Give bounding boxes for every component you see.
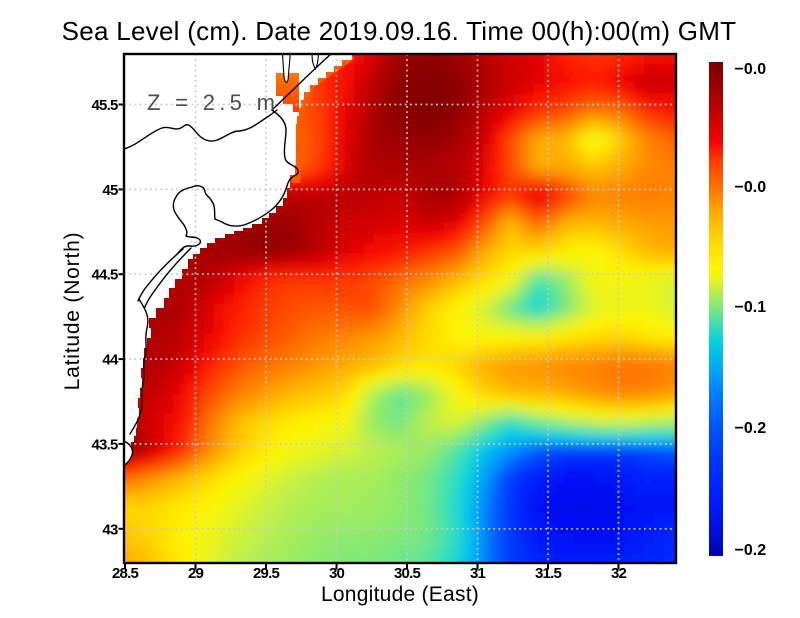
- svg-text:43: 43: [102, 521, 118, 538]
- svg-text:45: 45: [102, 182, 118, 199]
- svg-text:−0.0: −0.0: [735, 61, 767, 78]
- svg-text:32: 32: [611, 565, 627, 582]
- svg-text:31: 31: [470, 565, 486, 582]
- svg-text:−0.2: −0.2: [735, 542, 767, 559]
- svg-text:Z = 2.5 m: Z = 2.5 m: [147, 90, 279, 115]
- svg-text:Longitude (East): Longitude (East): [321, 583, 479, 606]
- svg-text:28.5: 28.5: [112, 565, 138, 582]
- svg-text:30: 30: [329, 565, 345, 582]
- svg-text:Sea Level (cm). Date 2019.09.1: Sea Level (cm). Date 2019.09.16. Time 00…: [62, 16, 737, 46]
- svg-text:31.5: 31.5: [535, 565, 561, 582]
- svg-text:29: 29: [188, 565, 204, 582]
- svg-text:44: 44: [102, 352, 119, 369]
- svg-text:43.5: 43.5: [92, 436, 118, 453]
- svg-text:44.5: 44.5: [92, 267, 118, 284]
- svg-text:−0.1: −0.1: [735, 299, 767, 316]
- svg-text:−0.2: −0.2: [735, 420, 767, 437]
- svg-text:45.5: 45.5: [92, 97, 118, 114]
- svg-text:30.5: 30.5: [394, 565, 420, 582]
- svg-text:−0.0: −0.0: [735, 179, 767, 196]
- svg-text:29.5: 29.5: [253, 565, 279, 582]
- svg-text:Latitude (North): Latitude (North): [61, 232, 84, 391]
